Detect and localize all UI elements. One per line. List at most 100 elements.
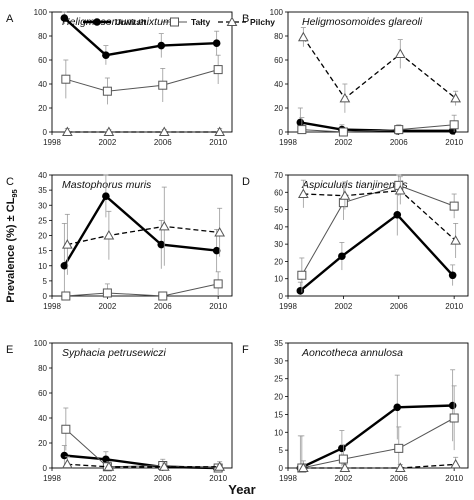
- panel-f-point-pilchy: [394, 462, 406, 472]
- panel-a-ytick-label: 60: [38, 56, 47, 65]
- panel-a-line-talty: [65, 69, 219, 92]
- panel-d-xtick-label: 1998: [279, 302, 297, 311]
- panel-c-point-pilchy: [61, 239, 73, 249]
- panel-b-ytick-label: 80: [274, 32, 283, 41]
- panel-e-point-pilchy: [61, 458, 73, 469]
- panel-d-ytick-label: 40: [274, 223, 283, 232]
- panel-d: 0 10 20 30 40 50 60 70 1998 2002 2006 2010 D Aspiculu…: [242, 171, 469, 311]
- panel-b-point-pilchy: [339, 92, 351, 103]
- panel-c-ytick-label: 20: [38, 232, 47, 241]
- panel-f-point-talty: [449, 413, 459, 423]
- panel-a-ytick-label: 20: [38, 104, 47, 113]
- panel-d-point-pilchy: [297, 188, 309, 199]
- panel-f-ytick-label: 25: [274, 375, 283, 384]
- panel-f-point-urwitalt: [448, 401, 457, 410]
- panel-f-ytick-label: 10: [274, 428, 283, 437]
- panel-e-xtick-label: 1998: [43, 474, 61, 483]
- panel-b-ytick-label: 0: [279, 128, 284, 137]
- panel-d-letter: D: [242, 176, 250, 188]
- panel-f-xtick-label: 2010: [445, 474, 463, 483]
- panel-a-ytick-label: 0: [43, 128, 48, 137]
- panel-c-point-urwitalt: [157, 240, 166, 249]
- panel-e-series-talty: [61, 407, 223, 473]
- panel-c-series-urwitalt: [60, 174, 221, 296]
- panel-a-line-urwitalt: [63, 17, 217, 57]
- panel-c-point-talty: [213, 279, 223, 289]
- panel-e-point-pilchy: [158, 461, 170, 471]
- panel-f-ytick-label: 30: [274, 357, 283, 366]
- panel-c-xtick-label: 2010: [209, 302, 227, 311]
- panel-b-point-talty: [297, 125, 307, 135]
- panel-d-ytick-label: 70: [274, 171, 283, 180]
- panel-f-letter: F: [242, 344, 249, 356]
- x-axis-label: Year: [228, 482, 255, 497]
- panel-d-ytick-label: 10: [274, 275, 283, 284]
- panel-c-point-pilchy: [103, 229, 115, 240]
- panel-f-line-pilchy: [303, 463, 456, 469]
- panel-f-point-urwitalt: [338, 444, 346, 453]
- panel-f-series-urwitalt: [296, 369, 457, 472]
- legend-label-urwitalt: Urwitałt: [115, 17, 146, 27]
- panel-e-series-pilchy: [61, 456, 226, 471]
- panel-d-point-pilchy: [394, 185, 406, 195]
- panel-f-xtick-label: 1998: [279, 474, 297, 483]
- panel-b-series-pilchy: [297, 27, 462, 113]
- panel-e-line-talty: [65, 428, 219, 469]
- panel-a-letter: A: [6, 13, 14, 25]
- panel-b-letter: B: [242, 13, 249, 25]
- panel-e-point-pilchy: [214, 461, 226, 471]
- panel-d-point-talty: [297, 270, 307, 280]
- panel-e-line-pilchy: [67, 463, 220, 468]
- legend: Urwitałt Tałty Pilchy: [83, 16, 275, 27]
- panel-c-xtick-label: 2002: [98, 302, 116, 311]
- panel-e-ytick-label: 60: [38, 389, 47, 398]
- panel-d-point-urwitalt: [338, 252, 346, 261]
- panel-d-point-urwitalt: [448, 271, 457, 280]
- panel-c-point-talty: [158, 291, 168, 301]
- panel-a-title: Heligmosomum mixtum: [62, 16, 172, 28]
- panel-b-title: Heligmosomoides glareoli: [302, 16, 423, 28]
- panel-a-point-urwitalt: [157, 41, 166, 50]
- panel-b-point-pilchy: [450, 92, 462, 103]
- panel-e-ytick-label: 0: [43, 464, 48, 473]
- panel-b-ytick-label: 40: [274, 80, 283, 89]
- panel-a-series-talty: [61, 54, 223, 105]
- panel-e-point-urwitalt: [60, 451, 69, 460]
- panel-c-ytick-label: 30: [38, 201, 47, 210]
- panel-e-ytick-label: 40: [38, 414, 47, 423]
- panel-e-ytick-label: 100: [34, 339, 48, 348]
- panel-c-point-urwitalt: [212, 246, 221, 255]
- legend-marker-pilchy: [226, 16, 238, 26]
- panel-b-frame: [287, 11, 469, 133]
- panel-b-line-urwitalt: [300, 121, 453, 133]
- y-axis-label: Prevalence (%) ± CL95: [5, 189, 19, 302]
- panel-c-ytick-label: 15: [38, 247, 47, 256]
- panel-d-xtick-label: 2002: [334, 302, 352, 311]
- panel-f-ytick-label: 20: [274, 393, 283, 402]
- panel-c-ytick-label: 35: [38, 186, 47, 195]
- panel-e-point-pilchy: [103, 461, 115, 471]
- panel-b-point-pilchy: [297, 31, 309, 42]
- panel-e-xtick-label: 2002: [98, 474, 116, 483]
- panel-a-point-pilchy: [158, 126, 170, 136]
- panel-e-frame: [51, 342, 233, 469]
- panel-c-point-talty: [61, 291, 71, 301]
- panel-d-point-urwitalt: [296, 287, 305, 295]
- panel-d-ytick-label: 0: [279, 292, 284, 301]
- panel-b-xtick-label: 1998: [279, 138, 297, 147]
- panel-f-point-pilchy: [297, 462, 309, 472]
- panel-b: 0 20 40 60 80 100 1998 2002 2006 2010 B Heligmosomo…: [242, 8, 469, 147]
- panel-a-point-urwitalt: [212, 39, 221, 47]
- panel-e: 0 20 40 60 80 100 1998 2002 2006 2010 E Syphacia pe…: [6, 339, 233, 483]
- y-axis-label-subscript: 95: [10, 189, 19, 197]
- panel-e-letter: E: [6, 344, 13, 356]
- panel-c-title: Mastophorus muris: [62, 179, 152, 191]
- panel-c-point-urwitalt: [60, 261, 69, 270]
- panel-f-ytick-label: 15: [274, 410, 283, 419]
- panel-a: 0 20 40 60 80 100 1998 2002 2006 2010 A Heligmosomu…: [6, 8, 233, 147]
- panel-e-xtick-label: 2006: [154, 474, 172, 483]
- panel-d-series-talty: [297, 174, 459, 293]
- panel-c-xtick-label: 2006: [154, 302, 172, 311]
- panel-b-point-talty: [394, 125, 404, 135]
- panel-f-ytick-label: 5: [279, 446, 284, 455]
